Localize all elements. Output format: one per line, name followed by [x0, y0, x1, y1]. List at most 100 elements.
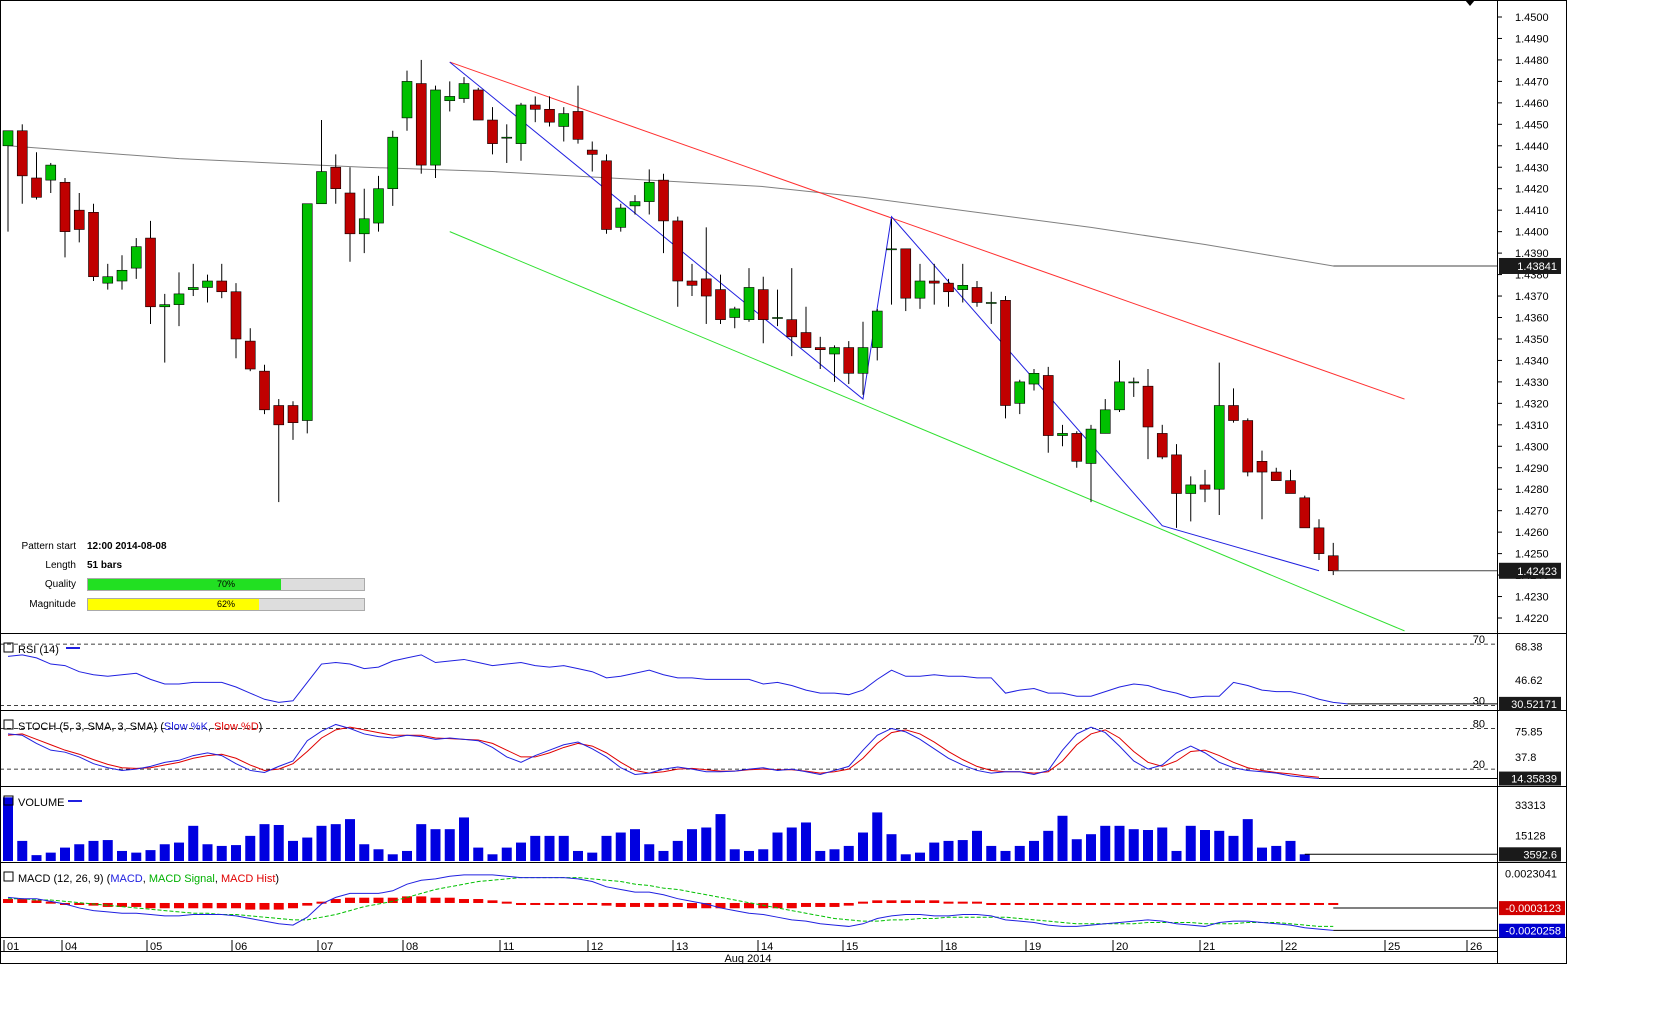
stoch-title: STOCH (5, 3, SMA, 3, SMA) (Slow %K, Slow… — [18, 721, 262, 733]
volume-bar — [288, 840, 298, 861]
candle-body — [2, 130, 14, 147]
macd-hist-bar — [402, 896, 412, 903]
volume-panel-toggle-icon — [3, 795, 14, 806]
volume-bar — [3, 797, 13, 861]
price-y-tick-label: 1.4280 — [1515, 484, 1549, 496]
macd-hist-bar — [957, 901, 968, 904]
macd-hist-bar — [530, 902, 541, 905]
candle-body — [629, 201, 641, 207]
magnitude-label: Magnitude — [29, 599, 76, 610]
macd-hist-bar — [1071, 902, 1082, 905]
macd-hist-bar — [516, 902, 526, 905]
macd-hist-bar — [487, 900, 498, 903]
candle-body — [102, 276, 114, 284]
macd-hist-bar — [302, 902, 313, 906]
candle-body — [672, 220, 684, 282]
candle-body — [857, 347, 869, 374]
magnitude-bar: 62% — [87, 598, 365, 611]
macd-hist-bar — [687, 902, 697, 909]
x-axis-label: 18 — [945, 941, 957, 953]
volume-bar — [188, 825, 199, 861]
candle-body — [914, 280, 926, 299]
volume-bar — [744, 850, 754, 861]
x-axis-label: 20 — [1116, 941, 1128, 953]
candle-body — [957, 285, 969, 290]
volume-bar — [772, 832, 783, 861]
moving-average-line — [7, 145, 1334, 267]
price-y-tick-label: 1.4310 — [1515, 420, 1549, 432]
macd-hist-bar — [1314, 902, 1324, 905]
macd-hist-bar — [259, 902, 270, 910]
volume-bar — [986, 845, 997, 861]
macd-hist-bar — [986, 902, 997, 905]
macd-hist-bar — [330, 899, 341, 903]
lower-trendline — [449, 231, 1405, 632]
pattern-start-label: Pattern start — [21, 541, 76, 552]
volume-bar — [587, 852, 598, 861]
chart-canvas[interactable]: 1.4500 1.4490 1.4480 1.4470 1.4460 1.4450 1.44… — [0, 0, 1567, 964]
candle-body — [1128, 381, 1140, 384]
price-y-tick-label: 1.4420 — [1515, 184, 1549, 196]
candle-body — [472, 89, 484, 121]
volume-bar — [273, 824, 284, 861]
candle-body — [558, 113, 570, 127]
candle-body — [358, 218, 370, 235]
macd-y-tick-label: 0.0023041 — [1505, 869, 1557, 881]
candle-body — [259, 370, 270, 411]
volume-bar — [245, 835, 256, 861]
stoch-slow-d-line — [7, 726, 1320, 778]
x-axis-label: 11 — [503, 941, 514, 953]
volume-bar — [786, 827, 797, 861]
price-y-tick-label: 1.4260 — [1515, 527, 1549, 539]
macd-hist-bar — [701, 902, 712, 909]
stoch-slow-k-legend: Slow %K — [164, 721, 209, 733]
volume-bar — [530, 835, 541, 861]
quality-bar-fill — [88, 579, 282, 590]
volume-bar — [330, 824, 341, 861]
candle-body — [458, 83, 470, 99]
candle-body — [743, 287, 755, 320]
candle-body — [1270, 471, 1282, 481]
volume-title: VOLUME — [18, 797, 64, 809]
candle-body — [886, 248, 897, 251]
price-y-tick-label: 1.4270 — [1515, 506, 1549, 518]
x-axis-label: 26 — [1470, 941, 1482, 953]
candle-body — [244, 340, 256, 370]
volume-bar — [345, 819, 355, 861]
stoch-level-20-label: 20 — [1473, 759, 1485, 771]
volume-bar — [644, 844, 655, 861]
candle-body — [985, 302, 997, 304]
stoch-y-tick-label: 75.85 — [1515, 726, 1543, 738]
volume-bar — [373, 849, 384, 861]
macd-hist-bar — [929, 900, 940, 903]
candle-body — [1071, 433, 1083, 462]
macd-hist-value-box — [1499, 901, 1565, 916]
x-axis-label: 14 — [761, 941, 773, 953]
volume-bar — [544, 835, 555, 861]
candle-body — [202, 280, 213, 288]
volume-bar — [259, 824, 270, 861]
volume-bar — [117, 850, 127, 861]
macd-hist-bar — [587, 902, 598, 905]
volume-bar — [558, 835, 569, 861]
volume-bar — [1271, 845, 1282, 861]
volume-bar — [1171, 850, 1182, 861]
volume-bar — [943, 840, 954, 861]
candle-body — [814, 347, 826, 350]
macd-hist-bar — [459, 899, 469, 903]
volume-bar — [17, 840, 28, 861]
x-axis-label: 22 — [1285, 941, 1297, 953]
macd-value-box — [1499, 923, 1565, 938]
volume-bar — [145, 850, 156, 861]
macd-hist-bar — [345, 897, 355, 903]
macd-hist-bar — [245, 902, 256, 910]
x-axis-label: 13 — [676, 941, 688, 953]
macd-signal-legend: MACD Signal — [149, 873, 215, 885]
volume-bar — [302, 837, 313, 861]
volume-bar — [31, 855, 42, 861]
length-value: 51 bars — [87, 560, 123, 571]
quality-bar: 70% — [87, 578, 365, 591]
candle-body — [871, 310, 883, 348]
volume-bar — [444, 829, 455, 861]
macd-hist-bar — [202, 902, 213, 909]
